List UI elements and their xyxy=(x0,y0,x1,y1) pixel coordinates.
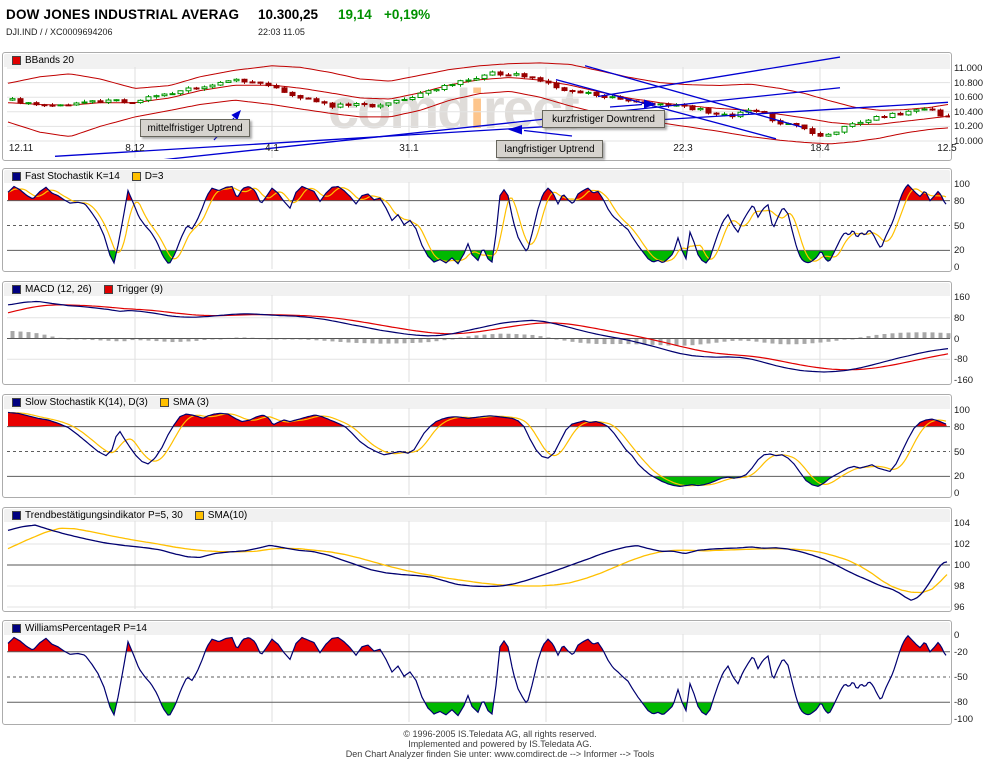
y-axis-label: -50 xyxy=(954,672,968,683)
instrument-id: DJI.IND / / XC0009694206 xyxy=(6,27,113,37)
legend-color-swatch xyxy=(194,511,204,520)
y-axis-label: 102 xyxy=(954,539,970,550)
y-axis-label: 10.000 xyxy=(954,136,984,147)
legend-label: WilliamsPercentageR P=14 xyxy=(25,623,147,634)
legend: MACD (12, 26) Trigger (9) xyxy=(4,283,950,296)
tbi-chart xyxy=(7,521,950,609)
y-axis-label: 10.800 xyxy=(954,77,984,89)
legend-label: Trendbestätigungsindikator P=5, 30 xyxy=(25,510,183,521)
legend: BBands 20 xyxy=(4,54,950,67)
y-axis-label: -80 xyxy=(954,697,968,709)
y-axis-label: 80 xyxy=(954,195,965,207)
y-axis-label: 10.400 xyxy=(954,106,984,118)
annotation-mittelfristiger-uptrend[interactable]: mittelfristiger Uptrend xyxy=(140,119,250,137)
y-axis-label: -80 xyxy=(954,354,968,366)
legend: WilliamsPercentageR P=14 xyxy=(4,622,950,635)
y-axis-label: 100 xyxy=(954,405,970,416)
y-axis-label: 11.000 xyxy=(954,63,983,74)
instrument-title: DOW JONES INDUSTRIAL AVERAG xyxy=(6,7,240,22)
y-axis-label: -100 xyxy=(954,714,974,725)
macd-chart xyxy=(7,295,951,382)
y-axis-label: 80 xyxy=(954,312,965,324)
legend-color-swatch xyxy=(103,285,113,294)
legend-label: SMA(10) xyxy=(207,510,248,521)
y-axis-label: 0 xyxy=(954,333,960,345)
footer-link-hint: Den Chart Analyzer finden Sie unter: www… xyxy=(345,749,655,759)
annotation-langfristiger-uptrend[interactable]: langfristiger Uptrend xyxy=(496,140,603,158)
price-change: 19,14 xyxy=(338,7,372,22)
y-axis-label: 10.600 xyxy=(954,92,984,104)
legend-color-swatch xyxy=(12,624,21,633)
y-axis-label: 50 xyxy=(954,446,965,458)
legend-item: BBands 20 xyxy=(12,55,74,66)
x-axis-label: 4.1 xyxy=(265,143,279,154)
footer-powered-by: Implemented and powered by IS.Teledata A… xyxy=(408,739,592,749)
x-axis-label: 18.4 xyxy=(810,143,830,154)
y-axis-label: 50 xyxy=(954,220,965,232)
legend-color-swatch xyxy=(12,285,21,294)
legend: Slow Stochastik K(14), D(3) SMA (3) xyxy=(4,396,950,409)
panel-macd: MACD (12, 26) Trigger (9) xyxy=(2,281,952,385)
legend-color-swatch xyxy=(12,398,21,407)
legend-item: Trigger (9) xyxy=(103,284,163,295)
y-axis-label: 100 xyxy=(954,179,970,190)
legend-item: D=3 xyxy=(131,171,164,182)
y-axis-label: 0 xyxy=(954,488,960,499)
legend-color-swatch xyxy=(12,511,21,520)
y-axis-label: 20 xyxy=(954,245,965,257)
legend-color-swatch xyxy=(12,172,21,181)
x-axis-label: 12.11 xyxy=(8,143,34,154)
y-axis-label: 98 xyxy=(954,581,965,592)
legend-item: Trendbestätigungsindikator P=5, 30 xyxy=(12,510,183,521)
last-price: 10.300,25 xyxy=(258,7,319,22)
y-axis-label: 96 xyxy=(954,602,965,613)
legend-label: BBands 20 xyxy=(25,55,74,66)
y-axis-label: -160 xyxy=(954,375,974,386)
legend: Trendbestätigungsindikator P=5, 30 SMA(10… xyxy=(4,509,950,522)
indicator-chart xyxy=(7,408,950,495)
legend-item: SMA (3) xyxy=(159,397,209,408)
quote-timestamp: 22:03 11.05 xyxy=(258,27,305,37)
legend-color-swatch xyxy=(131,172,141,181)
legend-item: MACD (12, 26) xyxy=(12,284,92,295)
x-axis-label: 12.5 xyxy=(937,143,957,154)
indicator-chart xyxy=(7,182,950,269)
panel-slow-stochastik: Slow Stochastik K(14), D(3) SMA (3) xyxy=(2,394,952,498)
legend-item: Fast Stochastik K=14 xyxy=(12,171,120,182)
x-axis-label: 31.1 xyxy=(399,143,419,154)
y-axis-label: 160 xyxy=(954,291,970,303)
y-axis-label: 10.200 xyxy=(954,121,984,133)
y-axis-label: 104 xyxy=(954,518,970,529)
y-axis-label: -20 xyxy=(954,646,968,658)
x-axis-label: 22.3 xyxy=(673,143,693,154)
legend-label: D=3 xyxy=(144,171,164,182)
y-axis-label: 80 xyxy=(954,421,965,433)
legend-label: Trigger (9) xyxy=(116,284,163,295)
panel-bbands: BBands 20 xyxy=(2,52,952,161)
price-change-percent: +0,19% xyxy=(384,7,431,22)
y-axis-label: 100 xyxy=(954,560,970,571)
y-axis-label: 0 xyxy=(954,262,960,273)
legend-item: WilliamsPercentageR P=14 xyxy=(12,623,147,634)
indicator-chart xyxy=(7,634,950,722)
legend-color-swatch xyxy=(12,56,21,65)
panel-trendbestaetigung: Trendbestätigungsindikator P=5, 30 SMA(10… xyxy=(2,507,952,612)
legend-label: Fast Stochastik K=14 xyxy=(25,171,120,182)
legend-color-swatch xyxy=(159,398,169,407)
legend-label: MACD (12, 26) xyxy=(25,284,92,295)
legend-item: SMA(10) xyxy=(194,510,248,521)
bbands-chart xyxy=(7,56,950,159)
legend-label: Slow Stochastik K(14), D(3) xyxy=(25,397,148,408)
footer-copyright: © 1996-2005 IS.Teledata AG, all rights r… xyxy=(403,729,597,739)
y-axis-label: 20 xyxy=(954,471,965,483)
legend-item: Slow Stochastik K(14), D(3) xyxy=(12,397,148,408)
x-axis-label: 8.12 xyxy=(125,143,145,154)
legend-label: SMA (3) xyxy=(172,397,209,408)
annotation-kurzfristiger-downtrend[interactable]: kurzfristiger Downtrend xyxy=(542,110,665,128)
legend: Fast Stochastik K=14 D=3 xyxy=(4,170,950,183)
y-axis-label: 0 xyxy=(954,630,960,641)
